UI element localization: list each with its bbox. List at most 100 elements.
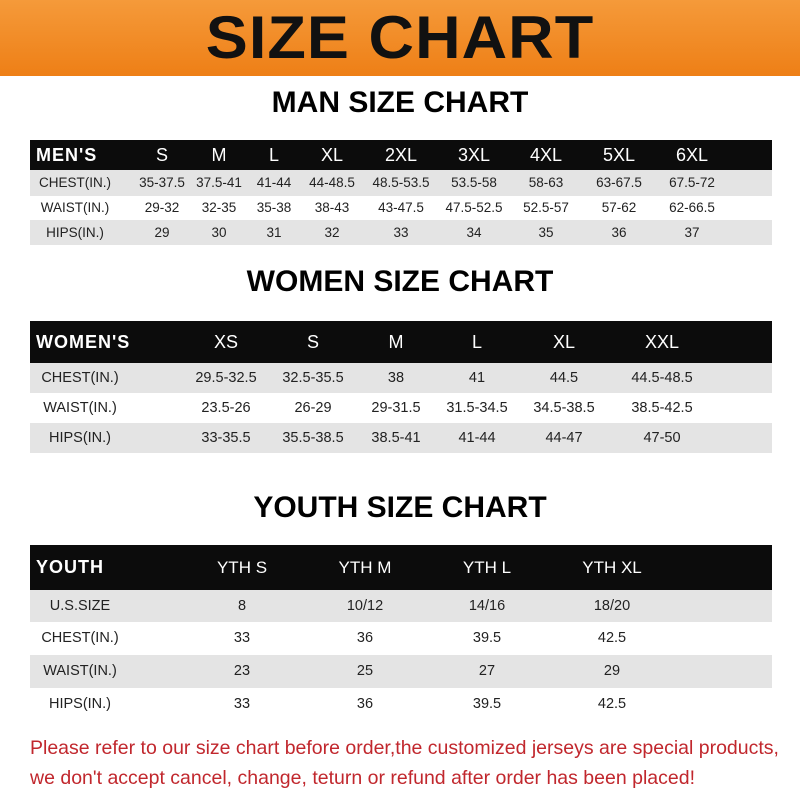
table-cell: 5XL [602, 145, 636, 165]
table-cell: 42.5 [597, 630, 627, 646]
row-label: CHEST(IN.) [41, 370, 119, 386]
table-cell: 44.5 [549, 370, 579, 386]
table-cell: S [306, 332, 320, 352]
table-cell: 33 [393, 225, 409, 240]
table-cell: 26-29 [294, 400, 332, 416]
row-label: HIPS(IN.) [48, 430, 112, 446]
table-cell: 41 [468, 370, 486, 386]
table-cell: 29 [154, 225, 170, 240]
table-row: CHEST(IN.) 29.5-32.5 32.5-35.5 38 41 44.5 44.5… [30, 363, 772, 393]
table-cell: 30 [211, 225, 227, 240]
table-cell: 39.5 [472, 696, 502, 712]
table-cell: 32-35 [201, 200, 237, 215]
table-cell: 29-31.5 [371, 400, 421, 416]
title-banner: SIZE CHART [0, 0, 800, 76]
row-label: WOMEN'S [36, 332, 131, 352]
table-cell: XL [320, 145, 344, 165]
table-cell: 33 [233, 696, 251, 712]
men-section-title: MAN SIZE CHART [271, 86, 529, 119]
table-cell: 29-32 [144, 200, 180, 215]
table-row: HIPS(IN.) 33-35.5 35.5-38.5 38.5-41 41-44 44-… [30, 423, 772, 453]
table-cell: 42.5 [597, 696, 627, 712]
table-cell: L [471, 332, 483, 352]
table-cell: 34.5-38.5 [533, 400, 595, 416]
table-cell: 35-38 [256, 200, 292, 215]
table-cell: 14/16 [468, 598, 506, 614]
table-cell: 47.5-52.5 [445, 200, 503, 215]
table-header-row: YOUTH YTH S YTH M YTH L YTH XL [30, 545, 772, 590]
table-cell: 25 [356, 663, 374, 679]
table-cell: XXL [644, 332, 680, 352]
table-cell: 32.5-35.5 [282, 370, 344, 386]
order-note: Please refer to our size chart before or… [30, 733, 790, 793]
table-cell: 31 [266, 225, 282, 240]
table-row: HIPS(IN.) 33 36 39.5 42.5 [30, 688, 772, 720]
table-cell: 2XL [384, 145, 418, 165]
table-cell: 27 [478, 663, 496, 679]
table-cell: 23.5-26 [201, 400, 251, 416]
table-cell: 38 [387, 370, 405, 386]
table-cell: 44-48.5 [309, 175, 355, 190]
table-cell: 39.5 [472, 630, 502, 646]
table-row: CHEST(IN.) 35-37.5 37.5-41 41-44 44-48.5 48.5… [30, 170, 772, 196]
table-cell: XL [552, 332, 576, 352]
table-cell: 35-37.5 [139, 175, 185, 190]
row-label: WAIST(IN.) [43, 400, 117, 416]
row-label: WAIST(IN.) [40, 200, 110, 215]
row-label: HIPS(IN.) [46, 225, 104, 240]
table-cell: 31.5-34.5 [446, 400, 508, 416]
men-size-table: MEN'S S M L XL 2XL 3XL 4XL 5XL 6XL CHEST(IN.) 35-37… [30, 140, 772, 245]
row-label: YOUTH [36, 557, 104, 577]
table-cell: 37 [684, 225, 700, 240]
table-cell: 36 [356, 630, 374, 646]
table-row: WAIST(IN.) 23.5-26 26-29 29-31.5 31.5-34.5 34… [30, 393, 772, 423]
table-cell: 8 [237, 598, 247, 614]
table-cell: 18/20 [593, 598, 631, 614]
table-cell: M [211, 145, 227, 165]
note-line-2: we don't accept cancel, change, teturn o… [30, 767, 695, 789]
table-cell: 35.5-38.5 [282, 430, 344, 446]
table-cell: L [268, 145, 280, 165]
table-cell: 33-35.5 [201, 430, 251, 446]
table-header-row: MEN'S S M L XL 2XL 3XL 4XL 5XL 6XL [30, 140, 772, 170]
table-row: WAIST(IN.) 29-32 32-35 35-38 38-43 43-47.5 47.… [30, 196, 772, 220]
youth-section-title: YOUTH SIZE CHART [253, 491, 547, 524]
table-cell: 29.5-32.5 [195, 370, 257, 386]
table-cell: S [155, 145, 169, 165]
table-cell: 52.5-57 [523, 200, 569, 215]
women-size-table: WOMEN'S XS S M L XL XXL CHEST(IN.) 29.5-32.5 32.5… [30, 321, 772, 453]
table-cell: 37.5-41 [196, 175, 242, 190]
row-label: MEN'S [36, 145, 98, 165]
table-cell: 38-43 [314, 200, 350, 215]
table-cell: 34 [466, 225, 482, 240]
table-cell: 36 [356, 696, 374, 712]
page-title: SIZE CHART [205, 4, 595, 71]
table-cell: 58-63 [528, 175, 564, 190]
table-cell: 3XL [457, 145, 491, 165]
table-cell: 53.5-58 [451, 175, 497, 190]
table-cell: 4XL [529, 145, 563, 165]
table-cell: 48.5-53.5 [372, 175, 430, 190]
table-row: WAIST(IN.) 23 25 27 29 [30, 655, 772, 688]
row-label: CHEST(IN.) [41, 630, 119, 646]
table-cell: 35 [538, 225, 554, 240]
table-cell: 10/12 [346, 598, 384, 614]
note-line-1: Please refer to our size chart before or… [30, 737, 779, 759]
table-cell: 36 [611, 225, 627, 240]
table-cell: 67.5-72 [669, 175, 715, 190]
table-cell: 57-62 [601, 200, 637, 215]
table-cell: 43-47.5 [378, 200, 424, 215]
table-cell: 63-67.5 [596, 175, 642, 190]
table-cell: YTH XL [582, 558, 642, 577]
youth-size-table: YOUTH YTH S YTH M YTH L YTH XL U.S.SIZE 8 10/12… [30, 545, 772, 720]
table-row: U.S.SIZE 8 10/12 14/16 18/20 [30, 590, 772, 622]
row-label: HIPS(IN.) [48, 696, 112, 712]
table-cell: YTH S [216, 558, 268, 577]
table-header-row: WOMEN'S XS S M L XL XXL [30, 321, 772, 363]
table-cell: 41-44 [256, 175, 292, 190]
table-cell: 41-44 [458, 430, 496, 446]
table-row: CHEST(IN.) 33 36 39.5 42.5 [30, 622, 772, 655]
table-cell: 62-66.5 [669, 200, 715, 215]
table-cell: 44.5-48.5 [631, 370, 693, 386]
row-label: CHEST(IN.) [39, 175, 111, 190]
